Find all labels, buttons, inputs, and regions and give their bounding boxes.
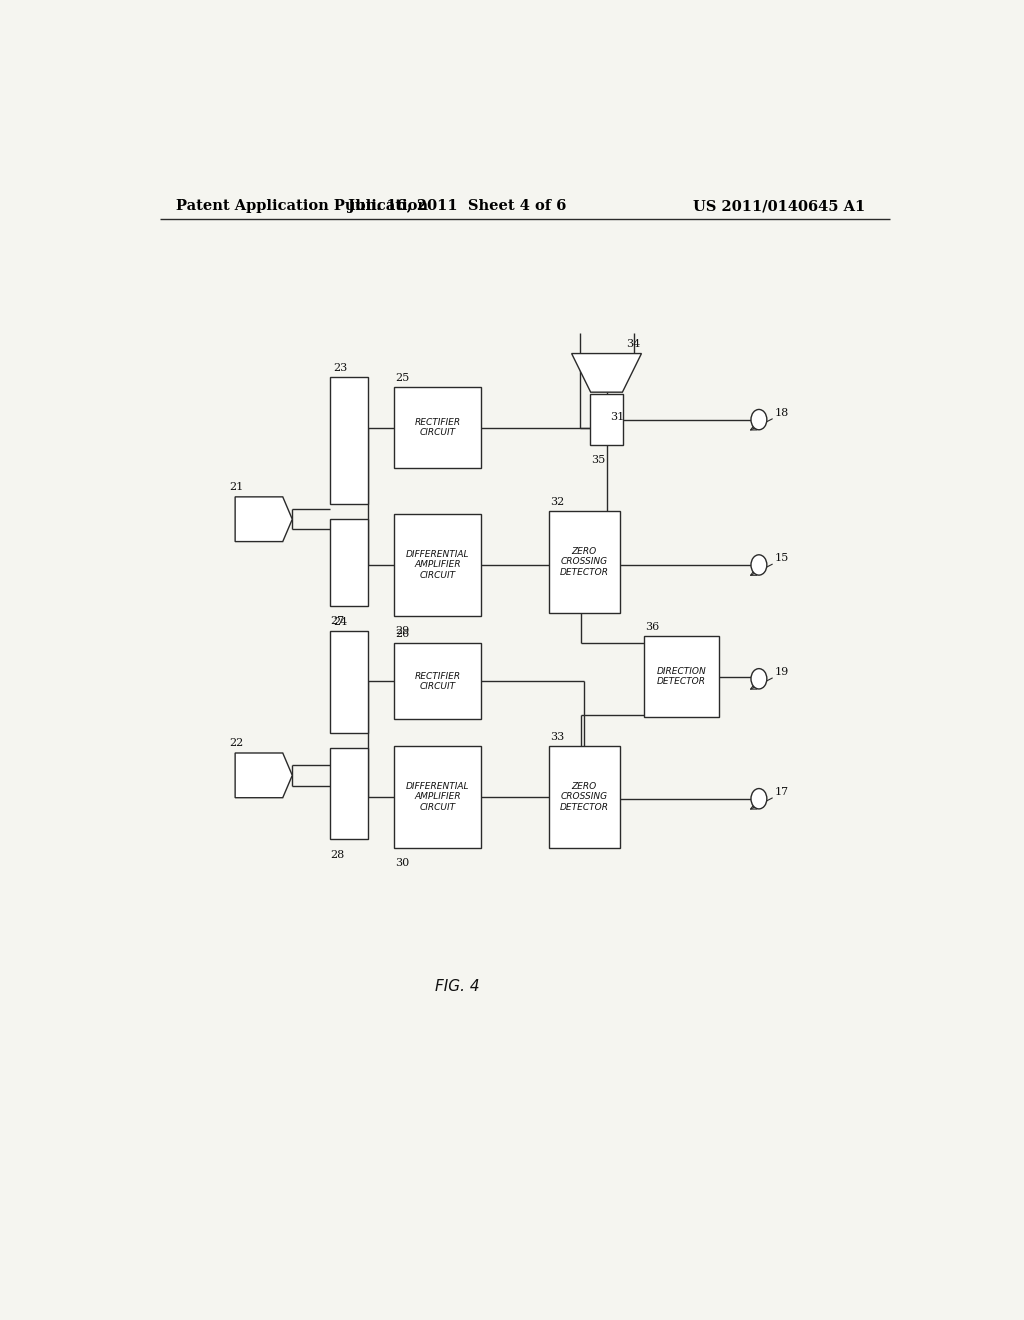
Text: 34: 34 — [627, 339, 641, 350]
Text: 29: 29 — [395, 626, 410, 636]
Bar — [331, 631, 369, 733]
Text: 31: 31 — [609, 412, 624, 421]
Text: DIFFERENTIAL
AMPLIFIER
CIRCUIT: DIFFERENTIAL AMPLIFIER CIRCUIT — [406, 781, 469, 812]
Bar — [549, 746, 621, 847]
Text: 18: 18 — [775, 408, 790, 417]
Text: 25: 25 — [395, 374, 410, 383]
Text: 24: 24 — [334, 616, 348, 627]
Text: 33: 33 — [550, 731, 564, 742]
Text: RECTIFIER
CIRCUIT: RECTIFIER CIRCUIT — [415, 418, 461, 437]
Text: 36: 36 — [645, 622, 659, 632]
Text: 30: 30 — [395, 858, 410, 867]
Text: RECTIFIER
CIRCUIT: RECTIFIER CIRCUIT — [415, 672, 461, 692]
Text: DIRECTION
DETECTOR: DIRECTION DETECTOR — [656, 667, 707, 686]
Text: 22: 22 — [228, 738, 243, 748]
Bar — [394, 746, 481, 847]
Polygon shape — [236, 752, 292, 797]
Circle shape — [751, 409, 767, 430]
Text: 21: 21 — [228, 482, 243, 492]
Text: 19: 19 — [775, 667, 790, 677]
Circle shape — [751, 669, 767, 689]
Text: 17: 17 — [775, 787, 788, 797]
Bar — [331, 378, 369, 504]
Text: 23: 23 — [334, 363, 348, 372]
Text: 26: 26 — [395, 630, 410, 639]
Circle shape — [751, 554, 767, 576]
Text: FIG. 4: FIG. 4 — [435, 979, 479, 994]
Bar — [331, 748, 369, 840]
Bar — [644, 636, 719, 718]
Circle shape — [751, 788, 767, 809]
Text: US 2011/0140645 A1: US 2011/0140645 A1 — [692, 199, 865, 213]
Bar — [549, 511, 621, 612]
Text: ZERO
CROSSING
DETECTOR: ZERO CROSSING DETECTOR — [560, 781, 609, 812]
Bar — [394, 643, 481, 719]
Text: Jun. 16, 2011  Sheet 4 of 6: Jun. 16, 2011 Sheet 4 of 6 — [348, 199, 566, 213]
Bar — [394, 387, 481, 469]
Text: Patent Application Publication: Patent Application Publication — [176, 199, 428, 213]
Text: 28: 28 — [331, 850, 345, 859]
Polygon shape — [571, 354, 641, 392]
Text: 15: 15 — [775, 553, 790, 562]
Polygon shape — [236, 496, 292, 541]
Text: 35: 35 — [592, 455, 606, 466]
Text: 27: 27 — [331, 616, 344, 626]
Text: ZERO
CROSSING
DETECTOR: ZERO CROSSING DETECTOR — [560, 546, 609, 577]
Text: 32: 32 — [550, 498, 564, 507]
Bar — [590, 395, 624, 445]
Bar — [331, 519, 369, 606]
Bar — [394, 513, 481, 615]
Text: DIFFERENTIAL
AMPLIFIER
CIRCUIT: DIFFERENTIAL AMPLIFIER CIRCUIT — [406, 550, 469, 579]
